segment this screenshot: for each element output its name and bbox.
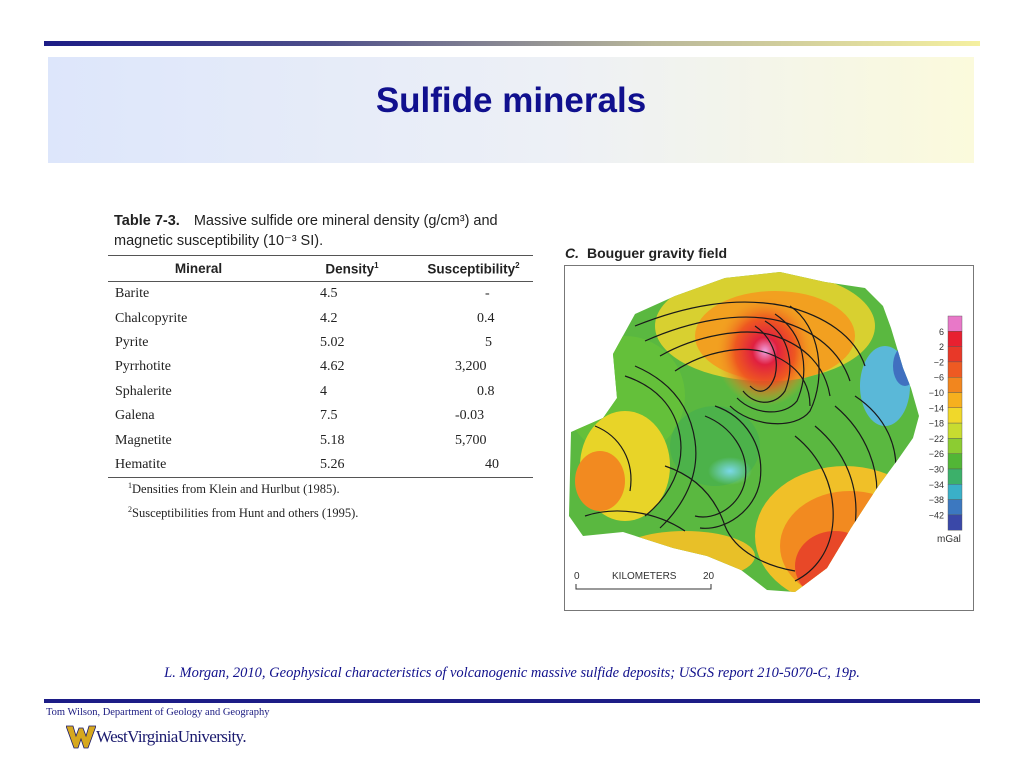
cell-mineral: Barite xyxy=(115,286,150,302)
legend-swatch xyxy=(947,514,963,531)
mineral-table: Mineral Density1 Susceptibility2 Barite 4… xyxy=(108,255,533,479)
table-row: Magnetite 5.18 5,700 xyxy=(108,428,533,452)
cell-density: 4.2 xyxy=(320,310,338,326)
scale-end: 20 xyxy=(703,571,715,582)
table-header-row: Mineral Density1 Susceptibility2 xyxy=(108,255,533,282)
legend-value: −14 xyxy=(929,403,944,413)
legend-swatch xyxy=(947,315,963,332)
cell-susceptibility: 5,700 xyxy=(455,432,487,448)
citation: L. Morgan, 2010, Geophysical characteris… xyxy=(164,665,860,681)
table-row: Barite 4.5 - xyxy=(108,282,533,307)
legend-swatch xyxy=(947,438,963,454)
table-row: Sphalerite 4 0.8 xyxy=(108,380,533,404)
legend-value: −10 xyxy=(929,388,944,398)
header-density: Density1 xyxy=(290,255,415,282)
legend-swatch xyxy=(947,499,963,516)
table-caption-line2: magnetic susceptibility (10⁻³ SI). xyxy=(114,233,324,249)
legend-value: −30 xyxy=(929,465,944,475)
legend-swatch xyxy=(947,484,963,500)
cell-density: 4 xyxy=(320,383,327,399)
cell-mineral: Galena xyxy=(115,408,155,424)
gravity-map: 6 2 −2 −6 −10 −14 −18 −22 −26 −30 −34 −38 −42 mGal 0… xyxy=(569,272,963,592)
cell-density: 4.5 xyxy=(320,286,338,302)
table-row: Hematite 5.26 40 xyxy=(108,452,533,479)
legend-swatch xyxy=(947,468,963,485)
gravity-color-field xyxy=(569,272,919,592)
cell-density: 5.26 xyxy=(290,452,415,479)
legend-value: −22 xyxy=(929,434,944,444)
table-caption-text1: Massive sulfide ore mineral density (g/c… xyxy=(193,213,498,229)
legend-swatch xyxy=(947,361,963,378)
cell-mineral: Pyrrhotite xyxy=(115,359,171,375)
cell-mineral: Magnetite xyxy=(115,432,172,448)
scale-bar: 0 KILOMETERS 20 xyxy=(574,571,715,590)
wvu-wordmark: WestVirginiaUniversity. xyxy=(96,727,247,746)
map-title: C. Bouguer gravity field xyxy=(565,245,727,261)
cell-mineral: Chalcopyrite xyxy=(115,310,188,326)
cell-density: 5.02 xyxy=(320,334,345,350)
legend-value: −34 xyxy=(929,480,944,490)
legend-value: −6 xyxy=(934,373,944,383)
legend-value: −42 xyxy=(929,510,944,520)
legend-value: −2 xyxy=(934,357,944,367)
gravity-map-frame: 6 2 −2 −6 −10 −14 −18 −22 −26 −30 −34 −38 −42 mGal 0… xyxy=(564,265,974,611)
slide-title: Sulfide minerals xyxy=(375,81,647,120)
cell-susceptibility: 40 xyxy=(415,452,533,479)
wvu-logo-icon xyxy=(66,725,96,749)
header-susceptibility: Susceptibility2 xyxy=(415,255,533,282)
scale-label: KILOMETERS xyxy=(612,571,677,582)
legend-swatch xyxy=(947,407,963,424)
gravity-legend: 6 2 −2 −6 −10 −14 −18 −22 −26 −30 −34 −38 −42 xyxy=(929,315,963,531)
cell-susceptibility: 3,200 xyxy=(455,359,487,375)
cell-density: 7.5 xyxy=(320,408,338,424)
table-row: Pyrite 5.02 5 xyxy=(108,331,533,355)
cell-susceptibility: - xyxy=(485,286,490,302)
cell-mineral: Sphalerite xyxy=(115,383,172,399)
title-band: Sulfide minerals xyxy=(48,57,974,163)
table-row: Chalcopyrite 4.2 0.4 xyxy=(108,306,533,330)
legend-value: −38 xyxy=(929,495,944,505)
cell-susceptibility: -0.03 xyxy=(455,408,485,424)
legend-value: 6 xyxy=(939,327,944,337)
table-caption-line1: Table 7-3. Massive sulfide ore mineral de… xyxy=(114,211,534,231)
cell-susceptibility: 5 xyxy=(485,334,492,350)
legend-value: −26 xyxy=(929,449,944,459)
map-title-text: Bouguer gravity field xyxy=(587,245,728,261)
scale-start: 0 xyxy=(574,571,580,582)
footer-author: Tom Wilson, Department of Geology and Ge… xyxy=(46,707,270,718)
table-footnotes: 1Densities from Klein and Hurlbut (1985)… xyxy=(128,478,358,526)
gravity-contours xyxy=(584,301,897,582)
bottom-rule xyxy=(44,699,980,703)
table-row: Galena 7.5 -0.03 xyxy=(108,404,533,428)
footnote-1: 1Densities from Klein and Hurlbut (1985)… xyxy=(128,481,340,497)
top-rule xyxy=(44,41,980,46)
legend-value: 2 xyxy=(939,342,944,352)
cell-susceptibility: 0.4 xyxy=(477,310,495,326)
legend-value: −18 xyxy=(929,419,944,429)
legend-swatch xyxy=(947,392,963,409)
cell-susceptibility: 0.8 xyxy=(477,383,495,399)
legend-swatch xyxy=(947,453,963,470)
cell-density: 5.18 xyxy=(320,432,345,448)
legend-unit: mGal xyxy=(937,534,961,545)
legend-swatch xyxy=(947,376,963,393)
table-row: Pyrrhotite 4.62 3,200 xyxy=(108,355,533,379)
map-label: C. xyxy=(565,245,579,261)
header-mineral: Mineral xyxy=(108,255,290,282)
table-caption: Table 7-3. Massive sulfide ore mineral de… xyxy=(114,211,534,251)
cell-mineral: Hematite xyxy=(108,452,290,479)
legend-swatch xyxy=(947,331,963,347)
legend-swatch xyxy=(947,346,963,363)
legend-swatch xyxy=(947,422,963,439)
footnote-2: 2Susceptibilities from Hunt and others (… xyxy=(128,505,359,521)
cell-density: 4.62 xyxy=(320,359,345,375)
table-number: Table 7-3. xyxy=(114,213,180,229)
cell-mineral: Pyrite xyxy=(115,334,149,350)
